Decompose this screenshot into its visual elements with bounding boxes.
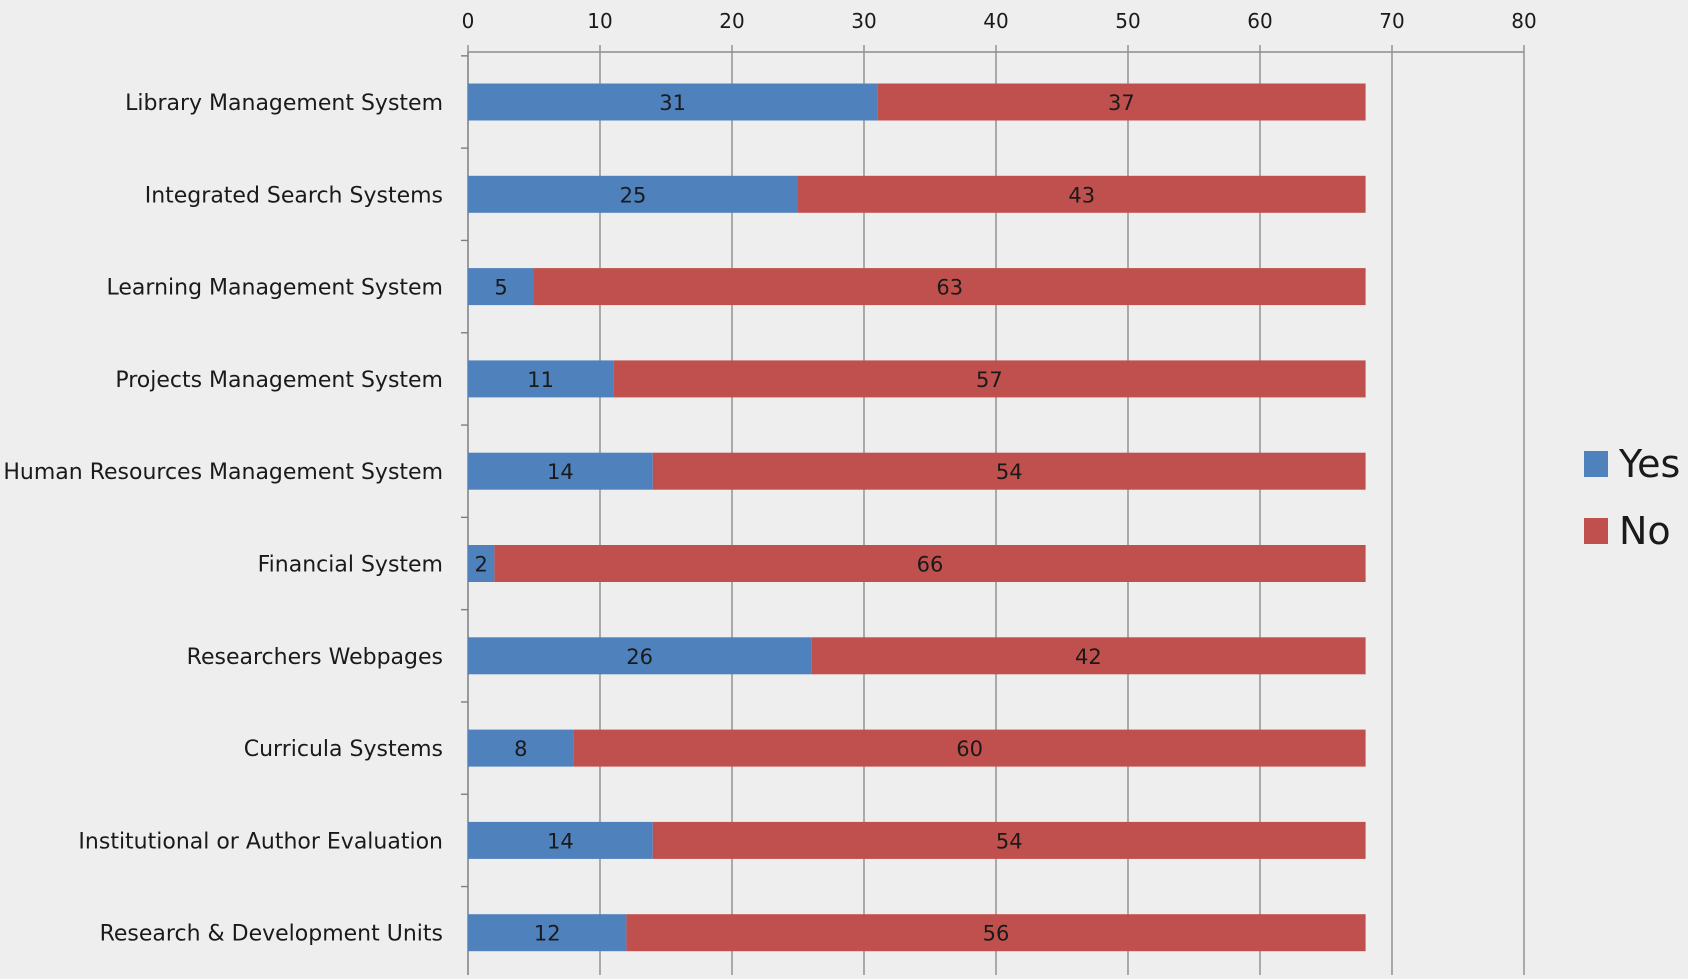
x-tick-label: 0: [462, 9, 475, 33]
category-label: Library Management System: [125, 91, 443, 116]
x-tick-label: 30: [851, 9, 876, 33]
bar-no: [811, 637, 1366, 675]
bars: [468, 83, 1366, 952]
x-tick-label: 40: [983, 9, 1008, 33]
bar-no: [652, 452, 1366, 490]
data-label-yes: 12: [534, 922, 561, 946]
x-tick-label: 20: [719, 9, 744, 33]
bar-no: [877, 83, 1366, 121]
x-tick-label: 10: [587, 9, 612, 33]
bar-yes: [468, 83, 878, 121]
category-label: Financial System: [258, 553, 443, 578]
category-label: Institutional or Author Evaluation: [78, 829, 443, 854]
bar-yes: [468, 175, 798, 213]
data-label-yes: 14: [547, 829, 574, 853]
data-label-no: 54: [996, 460, 1023, 484]
bar-yes: [468, 729, 574, 767]
data-label-no: 57: [976, 368, 1003, 392]
bar-no: [652, 821, 1366, 859]
bar-no: [613, 360, 1366, 398]
x-tick-label: 60: [1247, 9, 1272, 33]
data-label-yes: 11: [527, 368, 554, 392]
category-label: Curricula Systems: [244, 737, 443, 762]
legend-swatch-yes: [1584, 451, 1608, 477]
data-label-no: 56: [983, 922, 1010, 946]
data-label-yes: 8: [514, 737, 527, 761]
legend-label-no: No: [1619, 509, 1671, 553]
legend-swatch-no: [1584, 518, 1608, 544]
bar-no: [534, 268, 1366, 306]
x-tick-label: 70: [1379, 9, 1404, 33]
x-tick-label: 80: [1511, 9, 1536, 33]
bar-no: [573, 729, 1366, 767]
data-label-no: 66: [917, 553, 944, 577]
legend-label-yes: Yes: [1618, 442, 1680, 486]
data-label-no: 60: [956, 737, 983, 761]
data-label-no: 43: [1068, 183, 1095, 207]
category-label: Research & Development Units: [100, 922, 443, 947]
category-label: Projects Management System: [115, 368, 443, 393]
bar-no: [626, 914, 1366, 952]
data-label-no: 63: [936, 276, 963, 300]
bar-yes: [468, 268, 534, 306]
x-tick-label: 50: [1115, 9, 1140, 33]
legend: Yes No: [1584, 442, 1680, 553]
bar-yes: [468, 360, 614, 398]
bar-yes: [468, 545, 495, 582]
category-label: Human Resources Management System: [3, 460, 443, 485]
bar-no: [494, 545, 1366, 582]
category-label: Learning Management System: [107, 276, 443, 301]
category-label: Integrated Search Systems: [145, 183, 443, 208]
data-label-no: 54: [996, 829, 1023, 853]
data-label-yes: 26: [626, 645, 653, 669]
bar-yes: [468, 914, 627, 952]
bar-yes: [468, 637, 812, 675]
data-label-yes: 2: [475, 553, 488, 577]
data-label-yes: 14: [547, 460, 574, 484]
category-label: Researchers Webpages: [187, 645, 443, 670]
bar-no: [798, 175, 1366, 213]
bar-yes: [468, 821, 653, 859]
data-label-yes: 31: [659, 91, 686, 115]
data-labels: 31 37 25 43 5 63 11 57 14 54 2 66 26 42 8 60 14 54 12 56: [475, 91, 1135, 946]
data-label-yes: 5: [494, 276, 507, 300]
data-label-no: 37: [1108, 91, 1135, 115]
axes: 0 10 20 30 40 50 60 70 80 Library Management Syst…: [3, 9, 1536, 947]
data-label-no: 42: [1075, 645, 1102, 669]
data-label-yes: 25: [620, 183, 647, 207]
bar-yes: [468, 452, 653, 490]
